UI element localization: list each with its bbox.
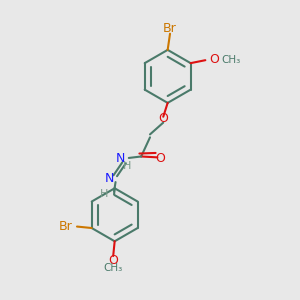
- Text: O: O: [108, 254, 118, 267]
- Text: O: O: [209, 53, 219, 66]
- Text: Br: Br: [59, 220, 73, 233]
- Text: H: H: [100, 189, 108, 199]
- Text: N: N: [104, 172, 114, 185]
- Text: Br: Br: [163, 22, 177, 35]
- Text: O: O: [155, 152, 165, 165]
- Text: N: N: [115, 152, 125, 165]
- Text: CH₃: CH₃: [103, 263, 123, 273]
- Text: CH₃: CH₃: [221, 55, 241, 64]
- Text: O: O: [158, 112, 168, 125]
- Text: H: H: [123, 161, 131, 171]
